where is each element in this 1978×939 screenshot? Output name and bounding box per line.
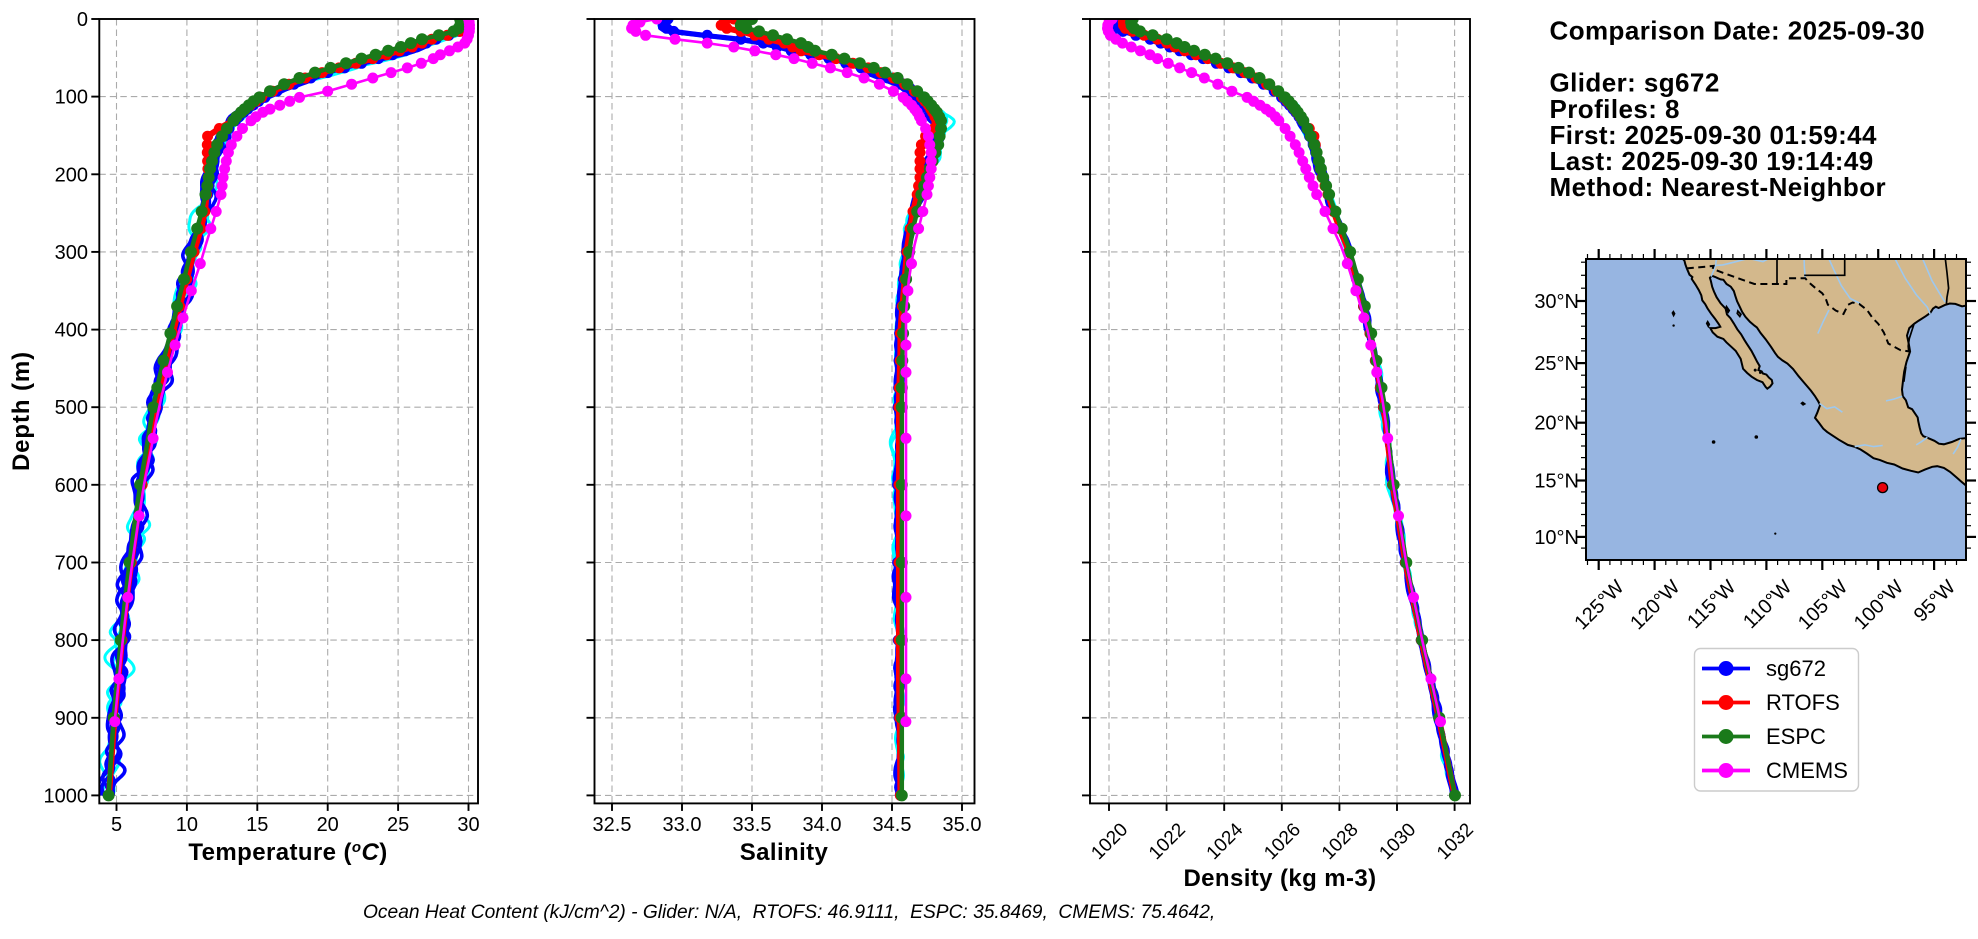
svg-text:33.5: 33.5 bbox=[733, 814, 772, 836]
svg-text:Profiles: 8: Profiles: 8 bbox=[1550, 94, 1680, 124]
svg-text:5: 5 bbox=[111, 814, 122, 836]
svg-text:30: 30 bbox=[457, 814, 479, 836]
svg-text:600: 600 bbox=[55, 475, 88, 497]
svg-text:10: 10 bbox=[176, 814, 198, 836]
svg-text:500: 500 bbox=[55, 397, 88, 419]
svg-text:200: 200 bbox=[55, 164, 88, 186]
svg-text:34.0: 34.0 bbox=[803, 814, 842, 836]
svg-text:20°N: 20°N bbox=[1534, 413, 1579, 435]
svg-text:300: 300 bbox=[55, 242, 88, 264]
svg-text:Depth (m): Depth (m) bbox=[8, 351, 35, 471]
svg-text:34.5: 34.5 bbox=[873, 814, 912, 836]
svg-text:ESPC: ESPC bbox=[1766, 724, 1826, 749]
svg-text:Ocean Heat Content (kJ/cm^2) -: Ocean Heat Content (kJ/cm^2) - Glider: N… bbox=[363, 902, 1215, 923]
svg-text:Comparison Date: 2025-09-30: Comparison Date: 2025-09-30 bbox=[1550, 16, 1925, 46]
svg-text:RTOFS: RTOFS bbox=[1766, 690, 1840, 715]
svg-text:35.0: 35.0 bbox=[943, 814, 982, 836]
svg-text:25°N: 25°N bbox=[1534, 353, 1579, 375]
svg-text:20: 20 bbox=[317, 814, 339, 836]
svg-text:700: 700 bbox=[55, 553, 88, 575]
svg-text:100: 100 bbox=[55, 87, 88, 109]
svg-text:1000: 1000 bbox=[44, 785, 89, 807]
svg-text:400: 400 bbox=[55, 320, 88, 342]
svg-text:Method: Nearest-Neighbor: Method: Nearest-Neighbor bbox=[1550, 172, 1887, 202]
svg-text:10°N: 10°N bbox=[1534, 527, 1579, 549]
svg-text:30°N: 30°N bbox=[1534, 291, 1579, 313]
svg-text:15: 15 bbox=[246, 814, 268, 836]
svg-text:First: 2025-09-30 01:59:44: First: 2025-09-30 01:59:44 bbox=[1550, 120, 1878, 150]
svg-text:900: 900 bbox=[55, 708, 88, 730]
svg-text:Density (kg m-3): Density (kg m-3) bbox=[1183, 865, 1376, 892]
svg-text:Salinity: Salinity bbox=[740, 839, 829, 866]
svg-text:800: 800 bbox=[55, 630, 88, 652]
svg-text:15°N: 15°N bbox=[1534, 471, 1579, 493]
svg-text:sg672: sg672 bbox=[1766, 656, 1826, 681]
svg-text:CMEMS: CMEMS bbox=[1766, 758, 1848, 783]
svg-text:33.0: 33.0 bbox=[663, 814, 702, 836]
svg-text:25: 25 bbox=[387, 814, 409, 836]
svg-text:0: 0 bbox=[77, 9, 88, 31]
svg-text:32.5: 32.5 bbox=[593, 814, 632, 836]
svg-text:Glider: sg672: Glider: sg672 bbox=[1550, 68, 1720, 98]
svg-text:Last: 2025-09-30 19:14:49: Last: 2025-09-30 19:14:49 bbox=[1550, 146, 1874, 176]
